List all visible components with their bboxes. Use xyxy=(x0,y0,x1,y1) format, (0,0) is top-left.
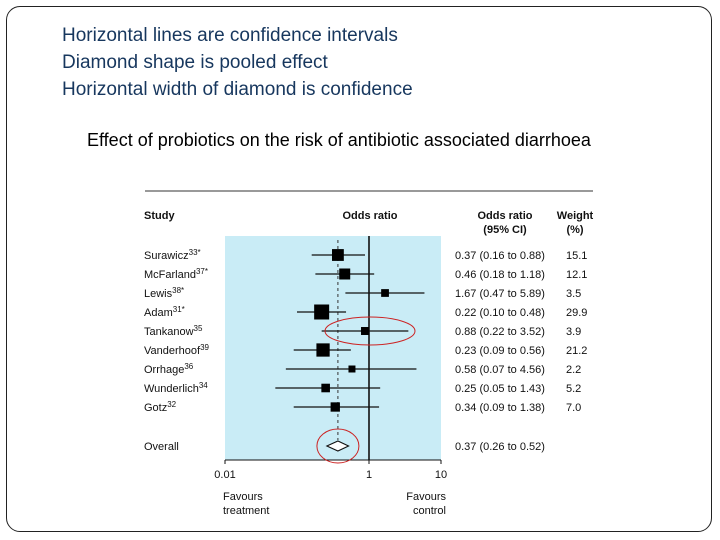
ci-text: 0.58 (0.07 to 4.56) xyxy=(455,364,545,376)
study-label: Gotz32 xyxy=(144,400,177,414)
study-label: McFarland37* xyxy=(144,267,208,281)
weight-text: 29.9 xyxy=(566,307,587,319)
study-name: Orrhage xyxy=(144,364,184,376)
header-or-ci: Odds ratio xyxy=(477,210,532,222)
study-name: Wunderlich xyxy=(144,383,199,395)
header-weight-sub: (%) xyxy=(566,224,583,236)
weight-text: 2.2 xyxy=(566,364,581,376)
study-name: Surawicz xyxy=(144,250,189,262)
study-ref: 31* xyxy=(173,305,185,314)
ci-text: 0.34 (0.09 to 1.38) xyxy=(455,402,545,414)
study-label: Tankanow35 xyxy=(144,324,203,338)
ci-text: 0.25 (0.05 to 1.43) xyxy=(455,383,545,395)
weight-text: 3.5 xyxy=(566,288,581,300)
weight-text: 5.2 xyxy=(566,383,581,395)
study-name: Vanderhoof xyxy=(144,345,201,357)
favours-right-line1: Favours xyxy=(406,491,446,503)
highlight-ellipse xyxy=(316,428,360,464)
study-label: Wunderlich34 xyxy=(144,381,208,395)
ci-text: 0.37 (0.16 to 0.88) xyxy=(455,250,545,262)
point-estimate-square xyxy=(332,249,344,261)
study-label: Vanderhoof39 xyxy=(144,343,210,357)
point-estimate-square xyxy=(321,383,330,393)
pooled-diamond xyxy=(325,440,350,452)
weight-text: 15.1 xyxy=(566,250,587,262)
ci-text: 0.88 (0.22 to 3.52) xyxy=(455,326,545,338)
study-label: Orrhage36 xyxy=(144,362,194,376)
point-estimate-square xyxy=(330,402,340,412)
weight-text: 21.2 xyxy=(566,345,587,357)
study-ref: 33* xyxy=(189,248,201,257)
x-tick-label: 0.01 xyxy=(214,469,235,481)
point-estimate-square xyxy=(381,289,389,297)
x-tick-label: 1 xyxy=(366,469,372,481)
study-ref: 37* xyxy=(196,267,208,276)
highlight-ellipse xyxy=(324,316,416,346)
plot-background xyxy=(225,236,441,460)
ci-text: 0.22 (0.10 to 0.48) xyxy=(455,307,545,319)
study-name: Gotz xyxy=(144,402,167,414)
header-odds-ratio: Odds ratio xyxy=(342,210,397,222)
favours-left-line1: Favours xyxy=(223,491,263,503)
point-estimate-square xyxy=(348,365,356,373)
weight-text: 3.9 xyxy=(566,326,581,338)
note-diamond-width: Horizontal width of diamond is confidenc… xyxy=(62,79,413,100)
slide-frame xyxy=(6,6,712,532)
weight-text: 7.0 xyxy=(566,402,581,414)
study-label: Surawicz33* xyxy=(144,248,201,262)
note-confidence-intervals: Horizontal lines are confidence interval… xyxy=(62,25,398,46)
header-weight: Weight xyxy=(557,210,594,222)
ci-text: 0.23 (0.09 to 0.56) xyxy=(455,345,545,357)
study-ref: 36 xyxy=(184,362,193,371)
note-pooled-effect: Diamond shape is pooled effect xyxy=(62,52,328,73)
point-estimate-square xyxy=(316,343,330,357)
study-ref: 39 xyxy=(200,343,209,352)
point-estimate-square xyxy=(339,268,351,280)
study-label: Lewis38* xyxy=(144,286,184,300)
point-estimate-square xyxy=(314,304,330,320)
favours-right-line2: control xyxy=(413,505,446,517)
overall-label: Overall xyxy=(144,441,179,453)
study-name: Lewis xyxy=(144,288,173,300)
study-ref: 35 xyxy=(194,324,203,333)
study-ref: 34 xyxy=(199,381,208,390)
x-tick-label: 10 xyxy=(435,469,447,481)
study-ref: 32 xyxy=(167,400,176,409)
overall-ci-text: 0.37 (0.26 to 0.52) xyxy=(455,441,545,453)
favours-left-line2: treatment xyxy=(223,505,269,517)
ci-text: 1.67 (0.47 to 5.89) xyxy=(455,288,545,300)
study-ref: 38* xyxy=(172,286,184,295)
slide-subtitle: Effect of probiotics on the risk of anti… xyxy=(87,130,591,150)
ci-text: 0.46 (0.18 to 1.18) xyxy=(455,269,545,281)
study-name: McFarland xyxy=(144,269,196,281)
header-study: Study xyxy=(144,210,175,222)
weight-text: 12.1 xyxy=(566,269,587,281)
study-label: Adam31* xyxy=(144,305,185,319)
header-or-ci-sub: (95% CI) xyxy=(483,224,527,236)
point-estimate-square xyxy=(361,327,369,335)
study-name: Tankanow xyxy=(144,326,194,338)
study-name: Adam xyxy=(144,307,173,319)
slide-notes: Horizontal lines are confidence interval… xyxy=(62,22,413,103)
